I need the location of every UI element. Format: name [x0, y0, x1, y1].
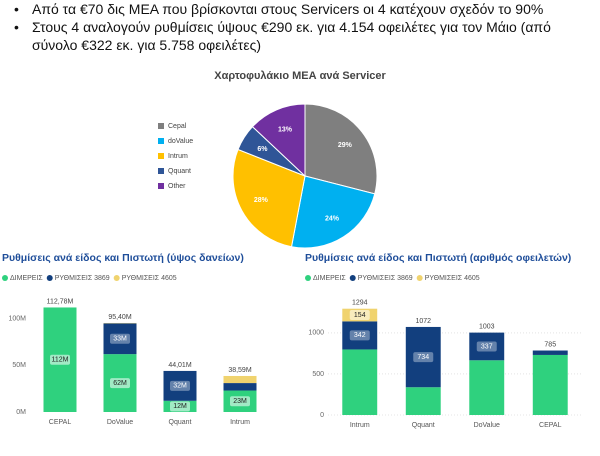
bar-segment: [405, 387, 441, 415]
y-tick-label: 0M: [16, 409, 26, 416]
segment-label: 23M: [233, 398, 247, 405]
segment-label: 62M: [113, 380, 127, 387]
label-box: [170, 401, 190, 412]
bar-segment: [223, 383, 257, 391]
bar-segment: [469, 332, 505, 361]
legend-swatch: [158, 123, 164, 129]
legend-swatch: [2, 275, 8, 281]
total-label: 1003: [479, 323, 495, 330]
total-label: 1072: [415, 318, 431, 325]
segment-label: 112M: [52, 357, 69, 364]
y-tick-label: 100M: [8, 316, 26, 323]
slice-label: 13%: [278, 127, 293, 134]
total-label: 38,59M: [228, 367, 252, 374]
legend-swatch: [416, 275, 423, 281]
x-tick-label: CEPAL: [539, 422, 562, 429]
total-label: 95,40M: [108, 314, 132, 321]
legend-label: ΔΙΜΕΡΕΙΣ: [313, 275, 346, 282]
bullet-text: Στους 4 αναλογούν ρυθμίσεις ύψους €290 ε…: [32, 19, 551, 53]
label-box: [349, 330, 370, 341]
label-box: [110, 333, 130, 344]
legend-label: ΡΥΘΜΙΣΕΙΣ 3869: [55, 275, 110, 282]
x-tick-label: Intrum: [230, 419, 250, 426]
x-tick-label: CEPAL: [49, 419, 72, 426]
x-tick-label: DoValue: [474, 422, 500, 429]
segment-label: 337: [481, 343, 493, 350]
bar-segment: [405, 326, 441, 388]
label-box: [110, 378, 130, 389]
legend-label: Other: [168, 183, 186, 190]
legend-label: ΡΥΘΜΙΣΕΙΣ 3869: [358, 275, 413, 282]
pie-slice: [304, 103, 378, 195]
chart-title: Χαρτοφυλάκιο ΜΕΑ ανά Servicer: [214, 70, 386, 82]
total-label: 785: [544, 341, 556, 348]
bar-segment: [103, 323, 137, 355]
y-tick-label: 0: [320, 412, 324, 419]
segment-label: 734: [417, 354, 429, 361]
bar-segment: [342, 321, 378, 350]
slice-label: 24%: [325, 215, 340, 222]
pie-slice: [232, 148, 306, 248]
segment-label: 12M: [173, 403, 187, 410]
bullets: • Από τα €70 δις ΜΕΑ που βρίσκονται στους…: [14, 0, 596, 54]
legend-swatch: [158, 153, 164, 159]
label-box: [413, 352, 434, 363]
legend-swatch: [158, 138, 164, 144]
bar-segment: [469, 360, 505, 415]
bullet-text: Από τα €70 δις ΜΕΑ που βρίσκονται στους …: [32, 1, 544, 17]
legend-label: Qquant: [168, 168, 191, 175]
total-label: 44,01M: [168, 362, 192, 369]
legend-label: ΡΥΘΜΙΣΕΙΣ 4605: [425, 275, 480, 282]
x-tick-label: Intrum: [350, 422, 370, 429]
y-tick-label: 50M: [12, 362, 26, 369]
x-tick-label: Qquant: [412, 422, 435, 429]
label-box: [476, 341, 497, 352]
legend-swatch: [158, 168, 164, 174]
label-box: [230, 396, 250, 407]
bar-segment: [342, 349, 378, 415]
bullet: • Στους 4 αναλογούν ρυθμίσεις ύψους €290 …: [14, 18, 596, 54]
x-tick-label: DoValue: [107, 419, 133, 426]
label-box: [170, 380, 190, 391]
legend-swatch: [113, 275, 120, 281]
legend-label: ΔΙΜΕΡΕΙΣ: [10, 275, 43, 282]
bullet: • Από τα €70 δις ΜΕΑ που βρίσκονται στους…: [14, 1, 544, 17]
label-box: [349, 310, 370, 321]
slice-label: 29%: [338, 142, 353, 149]
legend-swatch: [158, 183, 164, 189]
bar-segment: [163, 370, 197, 401]
total-label: 112,78M: [47, 298, 74, 305]
legend-swatch: [349, 275, 356, 281]
x-tick-label: Qquant: [169, 419, 192, 426]
segment-label: 33M: [113, 336, 127, 343]
pie-slice: [251, 103, 306, 178]
y-tick-label: 1000: [308, 330, 324, 337]
slice-label: 6%: [257, 146, 268, 153]
chart-title: Ρυθμίσεις ανά είδος και Πιστωτή (αριθμός…: [305, 252, 571, 264]
bar-segment: [532, 350, 568, 355]
pie-slice: [290, 175, 376, 249]
bar-segment: [532, 354, 568, 415]
y-tick-label: 500: [312, 371, 324, 378]
legend-label: ΡΥΘΜΙΣΕΙΣ 4605: [122, 275, 177, 282]
segment-label: 32M: [173, 383, 187, 390]
bar-segment: [223, 375, 257, 384]
legend-label: Intrum: [168, 153, 188, 160]
legend-label: doValue: [168, 138, 193, 145]
legend-swatch: [305, 275, 311, 281]
legend-swatch: [46, 275, 53, 281]
total-label: 1294: [352, 300, 368, 307]
segment-label: 154: [354, 312, 366, 319]
segment-label: 342: [354, 332, 366, 339]
chart-title: Ρυθμίσεις ανά είδος και Πιστωτή (ύψος δα…: [2, 252, 244, 264]
slice-label: 28%: [254, 197, 269, 204]
legend-label: Cepal: [168, 123, 187, 130]
label-box: [50, 354, 70, 365]
